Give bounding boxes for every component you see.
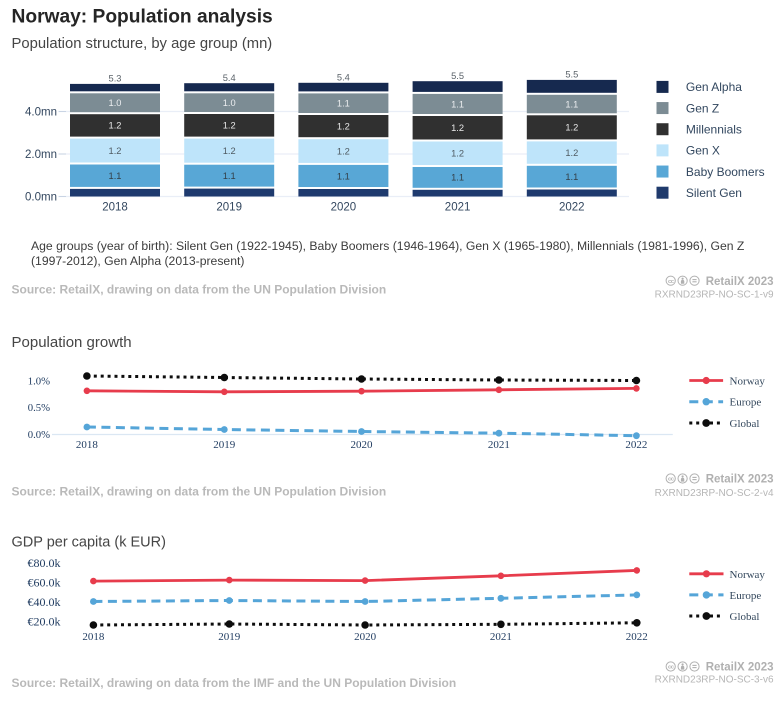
svg-text:1.2: 1.2 [109, 121, 122, 131]
svg-text:5.3: 5.3 [109, 74, 122, 84]
svg-text:2018: 2018 [82, 631, 105, 643]
svg-text:Gen Alpha: Gen Alpha [686, 80, 742, 94]
svg-text:Source: RetailX, drawing on da: Source: RetailX, drawing on data from th… [12, 485, 387, 499]
svg-text:2020: 2020 [351, 439, 374, 451]
svg-text:Norway: Population analysis: Norway: Population analysis [12, 7, 273, 28]
svg-text:5.4: 5.4 [337, 73, 350, 83]
svg-text:Global: Global [730, 418, 760, 430]
svg-text:Europe: Europe [730, 590, 762, 602]
svg-text:RetailX 2023: RetailX 2023 [706, 662, 774, 674]
svg-text:1.1: 1.1 [223, 171, 236, 181]
svg-text:0.5%: 0.5% [28, 402, 50, 414]
svg-text:€20.0k: €20.0k [28, 615, 61, 629]
svg-text:1.0: 1.0 [109, 98, 122, 108]
svg-text:1.2: 1.2 [451, 123, 464, 133]
svg-text:0.0%: 0.0% [28, 429, 50, 441]
svg-text:1.2: 1.2 [337, 121, 350, 131]
svg-text:Source: RetailX, drawing on da: Source: RetailX, drawing on data from th… [12, 283, 387, 297]
svg-text:Gen Z: Gen Z [686, 101, 719, 115]
svg-text:1.0%: 1.0% [28, 376, 50, 388]
svg-text:2021: 2021 [488, 439, 510, 451]
svg-text:Baby Boomers: Baby Boomers [686, 165, 765, 179]
svg-text:2022: 2022 [625, 439, 647, 451]
svg-text:Millennials: Millennials [686, 123, 742, 137]
svg-text:1.2: 1.2 [565, 123, 578, 133]
svg-text:Population growth: Population growth [12, 334, 132, 351]
svg-text:4.0mn: 4.0mn [25, 107, 57, 119]
svg-text:cc: cc [668, 477, 675, 483]
svg-text:Global: Global [730, 611, 760, 623]
svg-text:Europe: Europe [730, 397, 762, 409]
svg-text:2020: 2020 [354, 631, 377, 643]
svg-text:1.1: 1.1 [565, 172, 578, 182]
svg-text:cc: cc [668, 279, 675, 285]
svg-text:2018: 2018 [102, 201, 128, 213]
svg-text:1.1: 1.1 [565, 99, 578, 109]
svg-text:cc: cc [668, 665, 675, 671]
svg-text:0.0mn: 0.0mn [25, 192, 57, 204]
svg-text:(1997-2012), Gen Alpha (2013-p: (1997-2012), Gen Alpha (2013-present) [31, 254, 244, 268]
svg-text:1.2: 1.2 [223, 146, 236, 156]
svg-text:RXRND23RP-NO-SC-1-v9: RXRND23RP-NO-SC-1-v9 [655, 289, 774, 300]
svg-text:1.2: 1.2 [109, 146, 122, 156]
svg-text:1.2: 1.2 [337, 146, 350, 156]
svg-text:€80.0k: €80.0k [28, 556, 61, 570]
svg-text:2022: 2022 [559, 201, 585, 213]
svg-text:1.1: 1.1 [451, 99, 464, 109]
svg-text:2021: 2021 [490, 631, 512, 643]
svg-text:Age groups (year of birth): Si: Age groups (year of birth): Silent Gen (… [31, 239, 745, 253]
svg-text:2.0mn: 2.0mn [25, 149, 57, 161]
svg-text:RetailX 2023: RetailX 2023 [706, 474, 774, 486]
svg-text:2021: 2021 [445, 201, 471, 213]
svg-text:Norway: Norway [730, 376, 766, 388]
svg-text:2020: 2020 [331, 201, 357, 213]
svg-text:2019: 2019 [218, 631, 241, 643]
svg-text:1.2: 1.2 [565, 148, 578, 158]
svg-text:Source: RetailX, drawing on da: Source: RetailX, drawing on data from th… [12, 676, 457, 690]
svg-text:€40.0k: €40.0k [28, 595, 61, 609]
svg-text:Norway: Norway [730, 569, 766, 581]
svg-text:1.1: 1.1 [451, 173, 464, 183]
svg-text:Silent Gen: Silent Gen [686, 186, 742, 200]
svg-text:RXRND23RP-NO-SC-3-v6: RXRND23RP-NO-SC-3-v6 [655, 675, 774, 686]
svg-text:5.5: 5.5 [565, 70, 578, 80]
svg-text:GDP per capita (k EUR): GDP per capita (k EUR) [12, 535, 166, 551]
svg-text:1.2: 1.2 [223, 121, 236, 131]
svg-text:2018: 2018 [76, 439, 99, 451]
svg-text:1.0: 1.0 [223, 98, 236, 108]
svg-text:RXRND23RP-NO-SC-2-v4: RXRND23RP-NO-SC-2-v4 [655, 488, 774, 499]
svg-text:1.1: 1.1 [337, 171, 350, 181]
svg-text:€60.0k: €60.0k [28, 575, 61, 589]
svg-text:2019: 2019 [216, 201, 242, 213]
svg-text:5.5: 5.5 [451, 71, 464, 81]
svg-text:Gen X: Gen X [686, 144, 720, 158]
svg-text:1.1: 1.1 [109, 171, 122, 181]
svg-text:RetailX 2023: RetailX 2023 [706, 276, 774, 288]
svg-text:5.4: 5.4 [223, 73, 236, 83]
svg-text:2019: 2019 [213, 439, 236, 451]
svg-text:1.1: 1.1 [337, 99, 350, 109]
svg-text:1.2: 1.2 [451, 149, 464, 159]
svg-text:2022: 2022 [626, 631, 648, 643]
svg-text:Population structure, by age g: Population structure, by age group (mn) [12, 36, 273, 52]
